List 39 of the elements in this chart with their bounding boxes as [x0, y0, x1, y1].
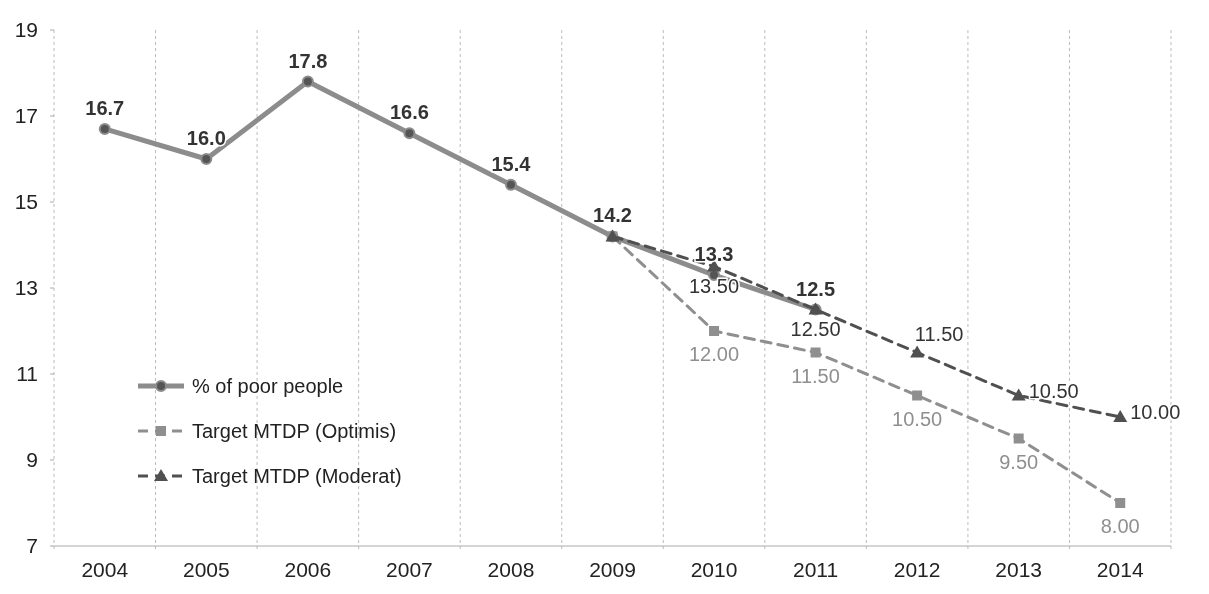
- data-label: 10.00: [1130, 401, 1181, 423]
- x-tick-label: 2005: [182, 558, 230, 581]
- data-label: 11.50: [914, 322, 964, 345]
- data-label: 16.7: [85, 96, 125, 119]
- x-tick-label: 2013: [995, 558, 1043, 581]
- x-tick-label: 2007: [386, 558, 433, 581]
- data-label: 10.50: [892, 407, 943, 430]
- data-label: 16.0: [186, 127, 226, 149]
- x-tick-label: 2012: [893, 558, 941, 581]
- data-label: 10.50: [1028, 379, 1079, 402]
- legend-label: % of poor people: [192, 375, 344, 397]
- data-label: 12.50: [790, 317, 841, 340]
- data-label: 12.00: [689, 343, 740, 365]
- data-label: 17.8: [288, 49, 328, 72]
- legend-label: Target MTDP (Optimis): [192, 420, 397, 442]
- data-label: 9.50: [999, 450, 1039, 473]
- data-label: 8.00: [1100, 515, 1140, 537]
- x-tick-label: 2011: [793, 558, 839, 581]
- data-label: 13.3: [694, 243, 734, 266]
- data-label: 14.2: [593, 204, 632, 227]
- x-tick-label: 2006: [284, 558, 332, 581]
- y-tick-label: 11: [16, 362, 38, 386]
- y-tick-label: 7: [26, 534, 38, 558]
- x-tick-label: 2014: [1096, 558, 1144, 581]
- y-tick-label: 17: [14, 104, 38, 128]
- y-tick-label: 9: [26, 448, 38, 472]
- y-tick-label: 13: [14, 276, 38, 300]
- x-tick-label: 2009: [589, 558, 636, 581]
- legend-label: Target MTDP (Moderat): [192, 465, 402, 487]
- data-label: 13.50: [689, 274, 740, 297]
- data-label: 16.6: [389, 101, 429, 124]
- data-label: 12.5: [796, 277, 836, 300]
- x-tick-label: 2010: [690, 558, 738, 581]
- data-label: 11.50: [791, 364, 840, 387]
- y-tick-label: 15: [14, 190, 38, 214]
- x-tick-label: 2008: [487, 558, 535, 581]
- data-label: 15.4: [491, 152, 532, 175]
- x-tick-label: 2004: [81, 558, 129, 581]
- y-tick-label: 19: [14, 18, 38, 42]
